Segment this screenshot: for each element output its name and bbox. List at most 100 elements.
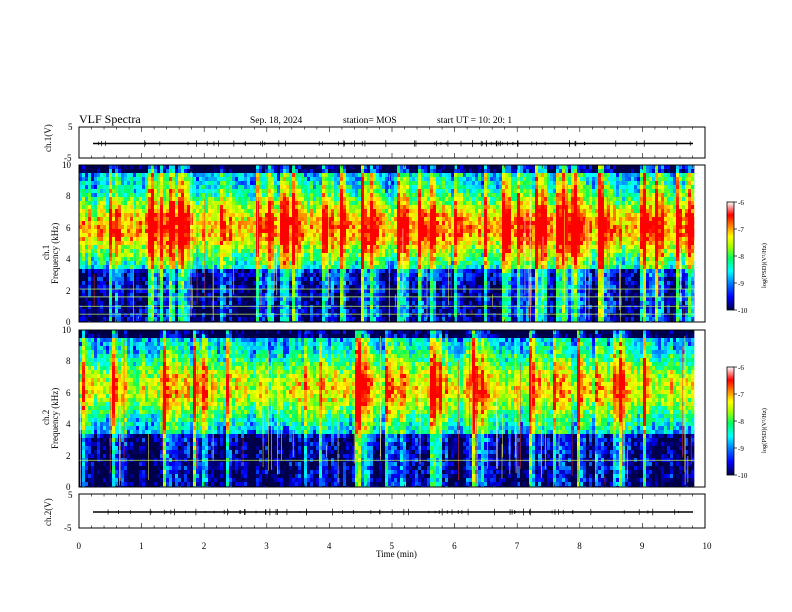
spectrogram-cell [361,269,365,274]
spectrogram-cell [388,261,392,266]
spectrogram-cell [400,221,404,226]
spectrogram-cell [313,297,317,302]
spectrogram-cell [433,229,437,234]
spectrogram-cell [331,301,335,306]
spectrogram-cell [277,289,281,294]
spectrogram-cell [115,313,119,318]
spectrogram-cell [106,193,110,198]
spectrogram-cell [136,181,140,186]
spectrogram-cell [346,205,350,210]
spectrogram-cell [88,205,92,210]
spectrogram-cell [253,281,257,286]
spectrogram-cell [196,245,200,250]
spectrogram-cell [109,313,113,318]
spectrogram-cell [433,285,437,290]
spectrogram-cell [361,197,365,202]
spectrogram-cell [319,221,323,226]
spectrogram-cell [406,273,410,278]
spectrogram-cell [205,165,209,170]
spectrogram-cell [109,301,113,306]
spectrogram-cell [91,185,95,190]
spectrogram-cell [394,169,398,174]
spectrogram-cell [244,273,248,278]
spectrogram-cell [97,257,101,262]
spectrogram-cell [88,313,92,318]
spectrogram-cell [313,305,317,310]
spectrogram-cell [394,305,398,310]
spectrogram-cell [190,213,194,218]
spectrogram-cell [322,317,326,322]
spectrogram-cell [361,209,365,214]
spectrogram-cell [265,261,269,266]
spectrogram-cell [190,197,194,202]
spectrogram-cell [274,245,278,250]
spectrogram-cell [229,253,233,258]
spectrogram-cell [244,265,248,270]
spectrogram-cell [385,245,389,250]
spectrogram-cell [433,205,437,210]
spectrogram-cell [82,205,86,210]
spectrogram-cell [298,209,302,214]
spectrogram-cell [139,273,143,278]
spectrogram-cell [163,281,167,286]
spectrogram-cell [424,301,428,306]
spectrogram-cell [253,293,257,298]
spectrogram-cell [193,193,197,198]
spectrogram-cell [118,213,122,218]
spectrogram-cell [106,189,110,194]
spectrogram-cell [373,309,377,314]
spectrogram-cell [142,293,146,298]
spectrogram-cell [121,197,125,202]
spectrogram-cell [226,289,230,294]
spectrogram-cell [382,237,386,242]
spectrogram-cell [139,169,143,174]
spectrogram-cell [337,229,341,234]
spectrogram-cell [325,213,329,218]
spectrogram-cell [376,217,380,222]
spectrogram-cell [232,193,236,198]
spectrogram-cell [298,237,302,242]
spectrogram-cell [400,209,404,214]
spectrogram-cell [280,217,284,222]
spectrogram-cell [370,177,374,182]
spectrogram-cell [430,225,434,230]
spectrogram-cell [130,261,134,266]
spectrogram-cell [412,177,416,182]
spectrogram-cell [121,269,125,274]
spectrogram-cell [94,197,98,202]
spectrogram-cell [415,265,419,270]
spectrogram-cell [340,201,344,206]
spectrogram-cell [175,257,179,262]
spectrogram-cell [163,233,167,238]
spectrogram-cell [340,269,344,274]
spectrogram-cell [151,229,155,234]
spectrogram-cell [166,317,170,322]
spectrogram-cell [418,209,422,214]
spectrogram-cell [319,317,323,322]
spectrogram-cell [82,185,86,190]
spectrogram-cell [274,217,278,222]
spectrogram-cell [115,229,119,234]
spectrogram-cell [427,229,431,234]
spectrogram-cell [358,205,362,210]
spectrogram-cell [151,317,155,322]
spectrogram-cell [91,249,95,254]
spectrogram-cell [217,221,221,226]
spectrogram-cell [427,225,431,230]
spectrogram-cell [178,313,182,318]
spectrogram-cell [121,293,125,298]
spectrogram-cell [400,289,404,294]
spectrogram-cell [208,185,212,190]
spectrogram-cell [301,245,305,250]
spectrogram-cell [331,217,335,222]
spectrogram-cell [337,277,341,282]
spectrogram-cell [163,221,167,226]
spectrogram-cell [196,189,200,194]
spectrogram-cell [370,309,374,314]
spectrogram-cell [241,281,245,286]
spectrogram-cell [397,197,401,202]
spectrogram-cell [271,297,275,302]
spectrogram-cell [229,265,233,270]
spectrogram-cell [184,269,188,274]
spectrogram-cell [79,221,83,226]
